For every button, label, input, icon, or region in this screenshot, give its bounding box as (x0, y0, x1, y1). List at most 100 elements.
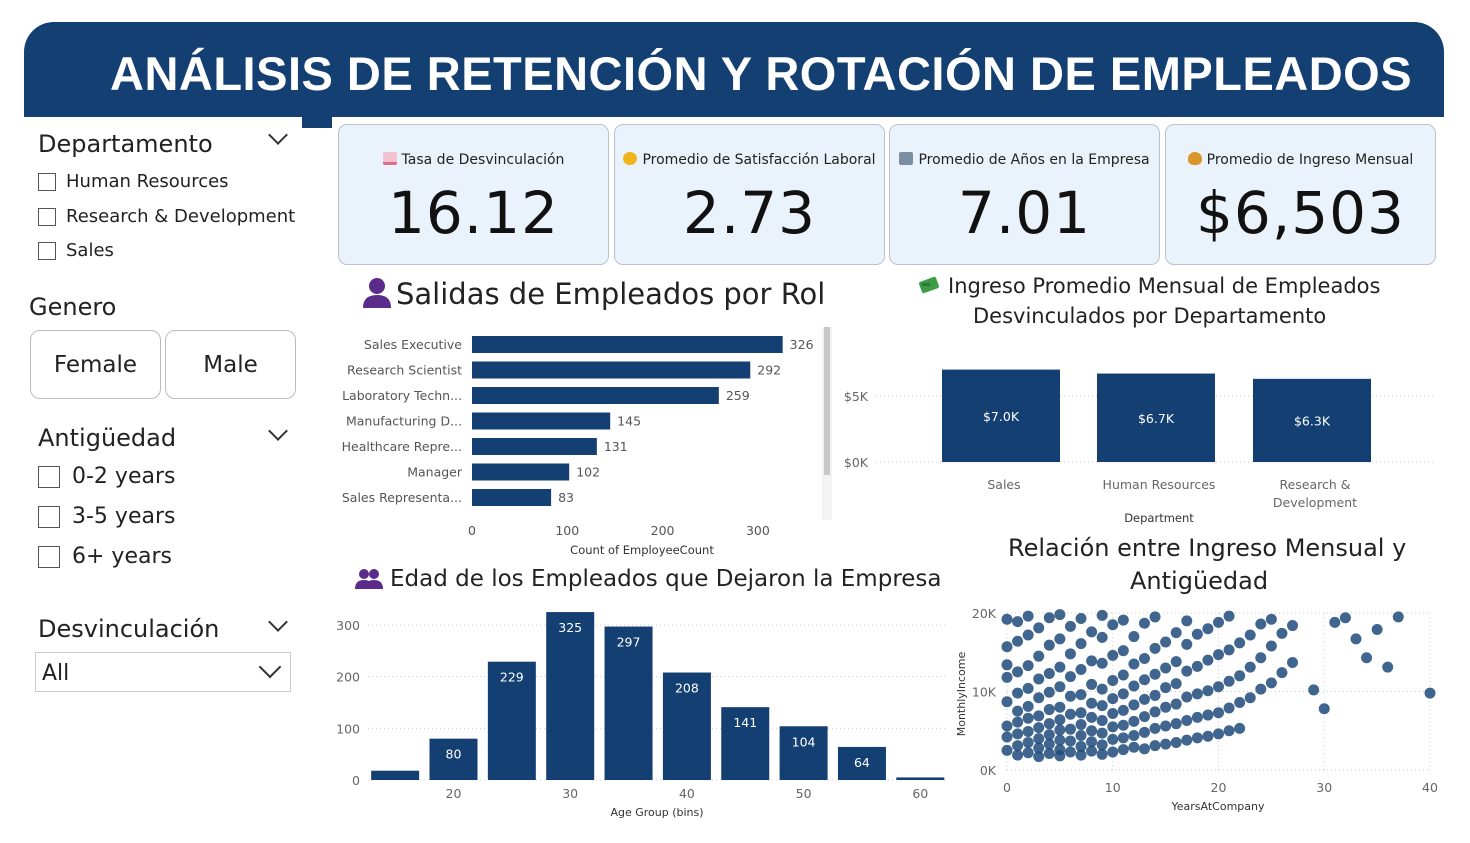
checkbox[interactable] (38, 465, 60, 488)
people-icon (355, 569, 383, 589)
checkbox[interactable] (38, 505, 60, 528)
scatter-point (1329, 616, 1341, 628)
age-bar (429, 738, 478, 780)
scatter-point (1054, 734, 1066, 746)
scatter-point (1096, 631, 1108, 643)
role-value-label: 131 (604, 439, 628, 454)
age-bar (721, 707, 770, 780)
scatter-point (1424, 687, 1436, 699)
scatter-point (1043, 612, 1055, 624)
scatter-point (1054, 744, 1066, 756)
scatter-point (1096, 748, 1108, 760)
option-label: 3-5 years (72, 504, 176, 529)
scatter-point (1086, 678, 1098, 690)
scatter-point (1255, 652, 1267, 664)
scatter-point (1107, 707, 1119, 719)
scatter-point (1128, 680, 1140, 692)
scatter-point (1234, 696, 1246, 708)
antiguedad-slicer-title: Antigüedad (38, 424, 177, 452)
antiguedad-option-3-5[interactable]: 3-5 years (38, 504, 175, 529)
kpi-value: $6,503 (1196, 179, 1405, 247)
age-value-label: 208 (675, 681, 699, 696)
role-bar (472, 489, 552, 506)
scatter-point (1160, 701, 1172, 713)
role-bar (472, 438, 597, 455)
genero-male-button[interactable]: Male (165, 330, 296, 399)
departamento-option-sales[interactable]: Sales (38, 240, 114, 261)
antiguedad-option-6-plus[interactable]: 6+ years (38, 544, 172, 569)
scatter-point (1054, 609, 1066, 621)
checkbox[interactable] (38, 207, 56, 226)
scatter-point (1012, 705, 1024, 717)
scatter-point (1265, 640, 1277, 652)
scatter-point (1086, 711, 1098, 723)
scatter-point (1287, 620, 1299, 632)
scatter-point (1117, 744, 1129, 756)
scatter-point (1012, 635, 1024, 647)
dept-x-axis-label: Department (1124, 511, 1194, 525)
scatter-point (1276, 667, 1288, 679)
scatter-point (1371, 623, 1383, 635)
option-label: Sales (66, 240, 114, 261)
scatter-point (1022, 660, 1034, 672)
scatter-point (1022, 682, 1034, 694)
desvinculacion-dropdown[interactable]: All (35, 652, 291, 692)
scatter-point (1170, 698, 1182, 710)
role-bar (472, 336, 783, 353)
scatter-point (1181, 734, 1193, 746)
genero-female-button[interactable]: Female (30, 330, 161, 399)
scatter-point (1138, 653, 1150, 665)
desvinculacion-chevron-icon[interactable] (268, 612, 288, 632)
age-bar (487, 661, 536, 780)
chevron-down-icon[interactable] (258, 655, 282, 679)
scatter-point (1160, 720, 1172, 732)
scatter-point (1012, 687, 1024, 699)
dept-value-label: $7.0K (983, 409, 1020, 424)
scatter-point (1107, 619, 1119, 631)
scatter-point (1191, 660, 1203, 672)
age-x-tick: 50 (796, 786, 812, 801)
scatter-y-tick: 20K (972, 606, 997, 621)
role-value-label: 292 (757, 363, 781, 378)
scatter-point (1043, 704, 1055, 716)
scatter-point (1128, 715, 1140, 727)
scatter-point (1223, 644, 1235, 656)
dept-value-label: $6.7K (1138, 411, 1175, 426)
departamento-option-hr[interactable]: Human Resources (38, 171, 229, 192)
scatter-point (1149, 642, 1161, 654)
scatter-point (1033, 710, 1045, 722)
scrollbar-thumb (824, 327, 830, 475)
scatter-point (1075, 689, 1087, 701)
age-chart: 0 100 200 300 80 229 325 297 208 141 104 64 20 30 40 50… (336, 612, 945, 819)
age-chart-title-row: Edad de los Empleados que Dejaron la Emp… (355, 566, 942, 592)
checkbox[interactable] (38, 545, 60, 568)
age-value-label: 297 (617, 635, 641, 650)
role-chart-title-row: Salidas de Empleados por Rol (362, 276, 825, 311)
departamento-option-rd[interactable]: Research & Development (38, 206, 295, 227)
scatter-chart: 0K 10K 20K 0 10 20 30 40 YearsAtCompany MonthlyIn… (955, 606, 1438, 813)
role-chart-title: Salidas de Empleados por Rol (396, 277, 826, 311)
scatter-point (1107, 721, 1119, 733)
dept-bar (942, 369, 1060, 462)
role-x-tick: 300 (746, 523, 770, 538)
scatter-point (1022, 747, 1034, 759)
option-label: 6+ years (72, 544, 172, 569)
scatter-point (1276, 627, 1288, 639)
age-y-tick: 200 (336, 670, 360, 685)
age-bar (546, 612, 595, 780)
dept-value-label: $6.3K (1294, 413, 1331, 428)
age-x-tick: 40 (679, 786, 695, 801)
dept-y-tick: $5K (844, 389, 869, 404)
departamento-chevron-icon[interactable] (268, 125, 288, 145)
antiguedad-option-0-2[interactable]: 0-2 years (38, 464, 175, 489)
scatter-point (1086, 725, 1098, 737)
scatter-point (1170, 737, 1182, 749)
scatter-point (1075, 729, 1087, 741)
checkbox[interactable] (38, 241, 56, 260)
checkbox[interactable] (38, 172, 56, 191)
scatter-point (1012, 728, 1024, 740)
scatter-point (1064, 690, 1076, 702)
scatter-point (1001, 731, 1013, 743)
scatter-point (1012, 666, 1024, 678)
antiguedad-chevron-icon[interactable] (268, 421, 288, 441)
